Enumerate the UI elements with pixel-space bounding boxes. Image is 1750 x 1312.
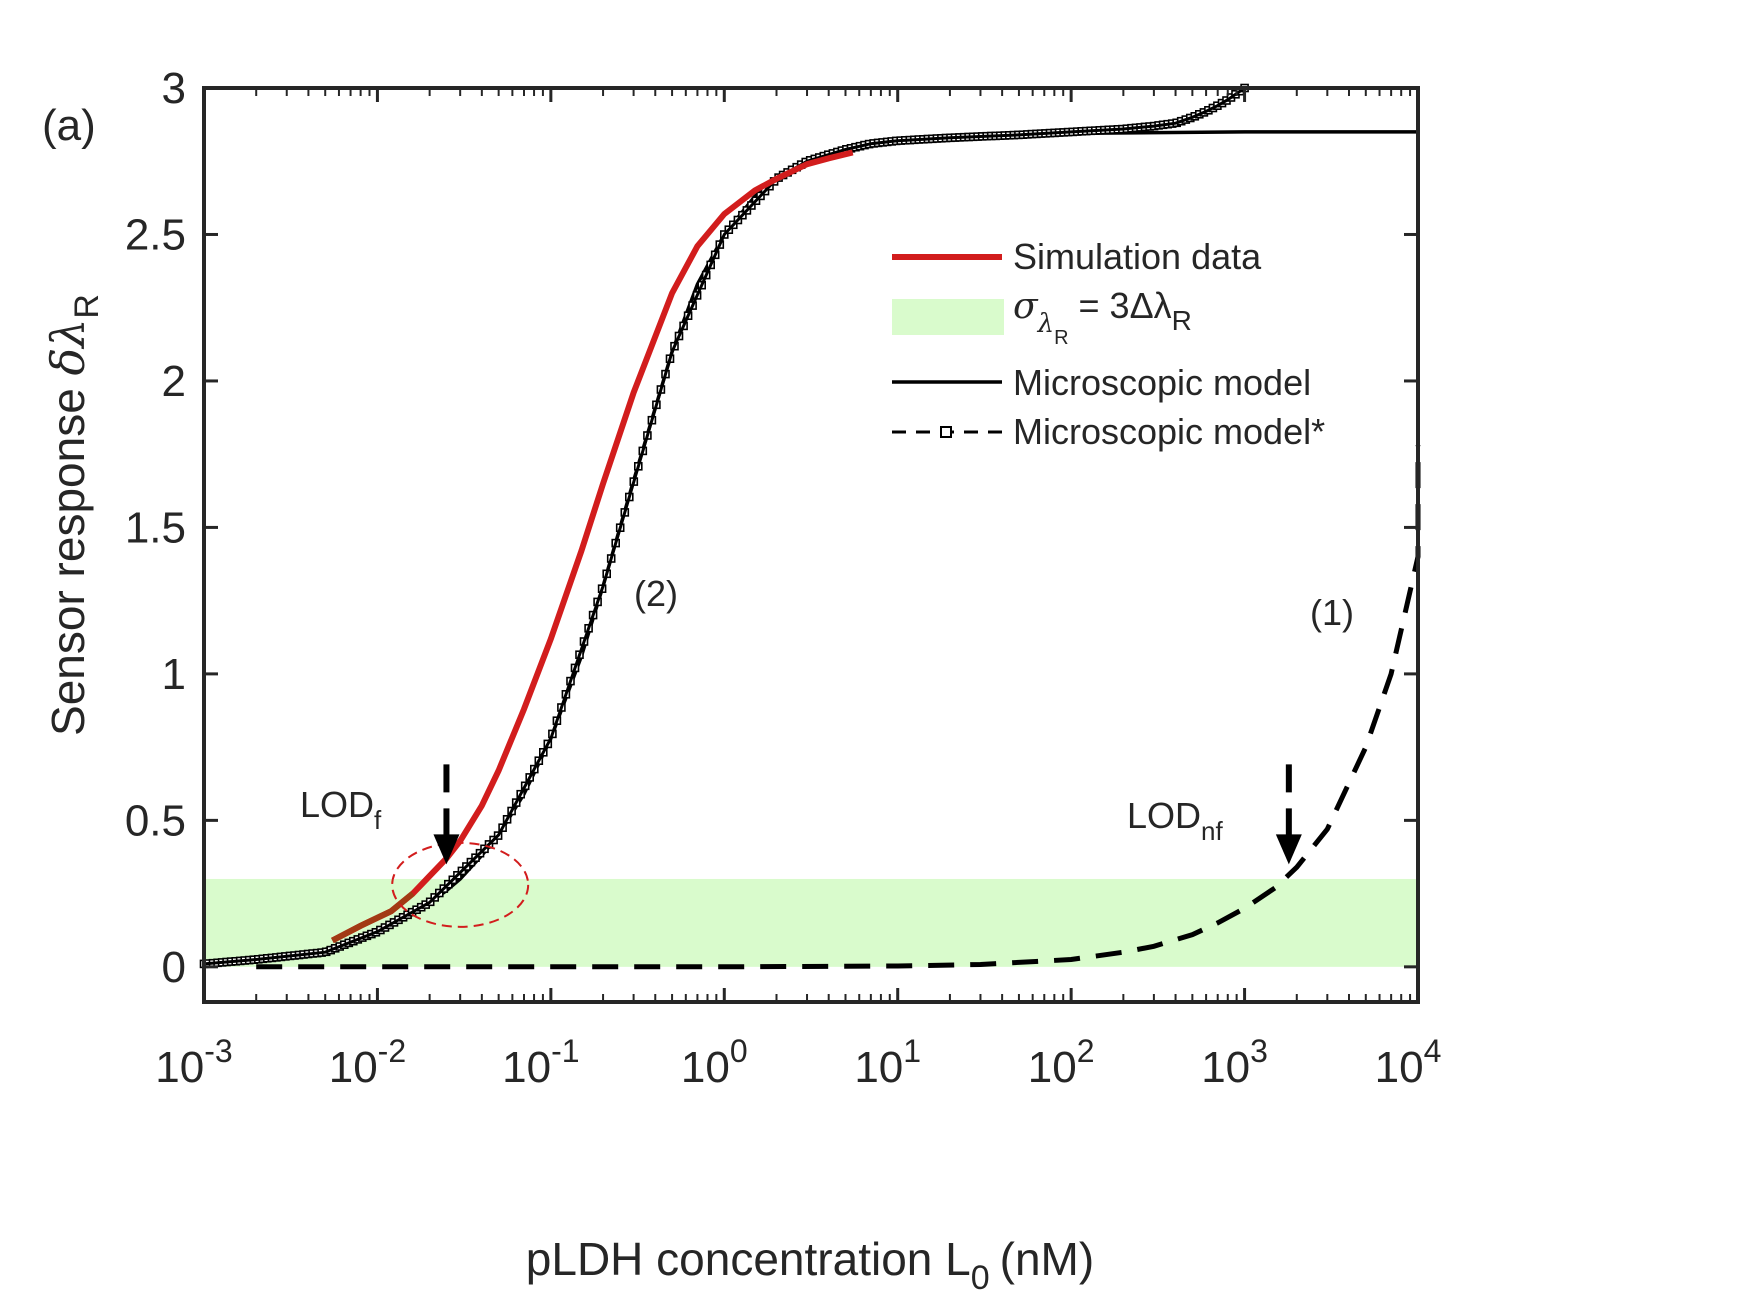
y-tick-label: 0 xyxy=(162,943,186,992)
annotation-curve-1: (1) xyxy=(1310,592,1354,633)
x-tick-label: 104 xyxy=(1375,1033,1442,1092)
x-tick-labels: 10-3 10-2 10-1 100 101 102 103 104 xyxy=(155,1033,1441,1092)
annotation-curve-2: (2) xyxy=(634,573,678,614)
legend-marker-microscopic-model-star xyxy=(940,426,952,438)
threshold-band xyxy=(204,878,1418,967)
y-tick-label: 1 xyxy=(162,650,186,699)
y-tick-label: 0.5 xyxy=(125,796,186,845)
series-simulation-data xyxy=(331,149,854,944)
y-tick-label: 2 xyxy=(162,357,186,406)
y-tick-label: 2.5 xyxy=(125,210,186,259)
x-tick-label: 101 xyxy=(854,1033,921,1092)
x-tick-label: 102 xyxy=(1028,1033,1095,1092)
lod-nf-arrow xyxy=(1275,764,1302,865)
series-simulation-data-overlap xyxy=(331,891,415,944)
y-axis-title: Sensor response δλR xyxy=(41,294,106,736)
lod-highlight-ellipse xyxy=(391,841,530,928)
annotation-lod-f: LODf xyxy=(300,784,382,835)
x-tick-label: 103 xyxy=(1201,1033,1268,1092)
x-tick-label: 10-2 xyxy=(329,1033,406,1092)
legend: Simulation data σλR = 3ΔλR Microscopic m… xyxy=(892,236,1325,452)
lod-f-arrow xyxy=(433,764,460,865)
plot-frame xyxy=(202,86,1420,1004)
legend-label-simulation: Simulation data xyxy=(1013,236,1262,277)
x-tick-label: 100 xyxy=(681,1033,748,1092)
y-tick-labels: 0 0.5 1 1.5 2 2.5 3 xyxy=(125,64,186,992)
x-tick-label: 10-3 xyxy=(155,1033,232,1092)
legend-label-microscopic-model: Microscopic model xyxy=(1013,362,1311,403)
x-axis-title: pLDH concentration L0 (nM) xyxy=(526,1233,1094,1297)
legend-swatch-threshold-band xyxy=(892,299,1004,335)
series-microscopic-model-nonfunctionalized xyxy=(256,445,1421,970)
legend-label-threshold: σλR = 3ΔλR xyxy=(1013,285,1192,349)
y-tick-label: 1.5 xyxy=(125,503,186,552)
y-tick-label: 3 xyxy=(162,64,186,113)
panel-label: (a) xyxy=(42,101,96,150)
x-tick-label: 10-1 xyxy=(502,1033,579,1092)
series-layer xyxy=(199,83,1421,970)
legend-label-microscopic-model-star: Microscopic model* xyxy=(1013,411,1325,452)
annotation-lod-nf: LODnf xyxy=(1127,795,1223,846)
axis-ticks xyxy=(202,86,1420,1002)
series-microscopic-model-star xyxy=(203,86,1246,966)
